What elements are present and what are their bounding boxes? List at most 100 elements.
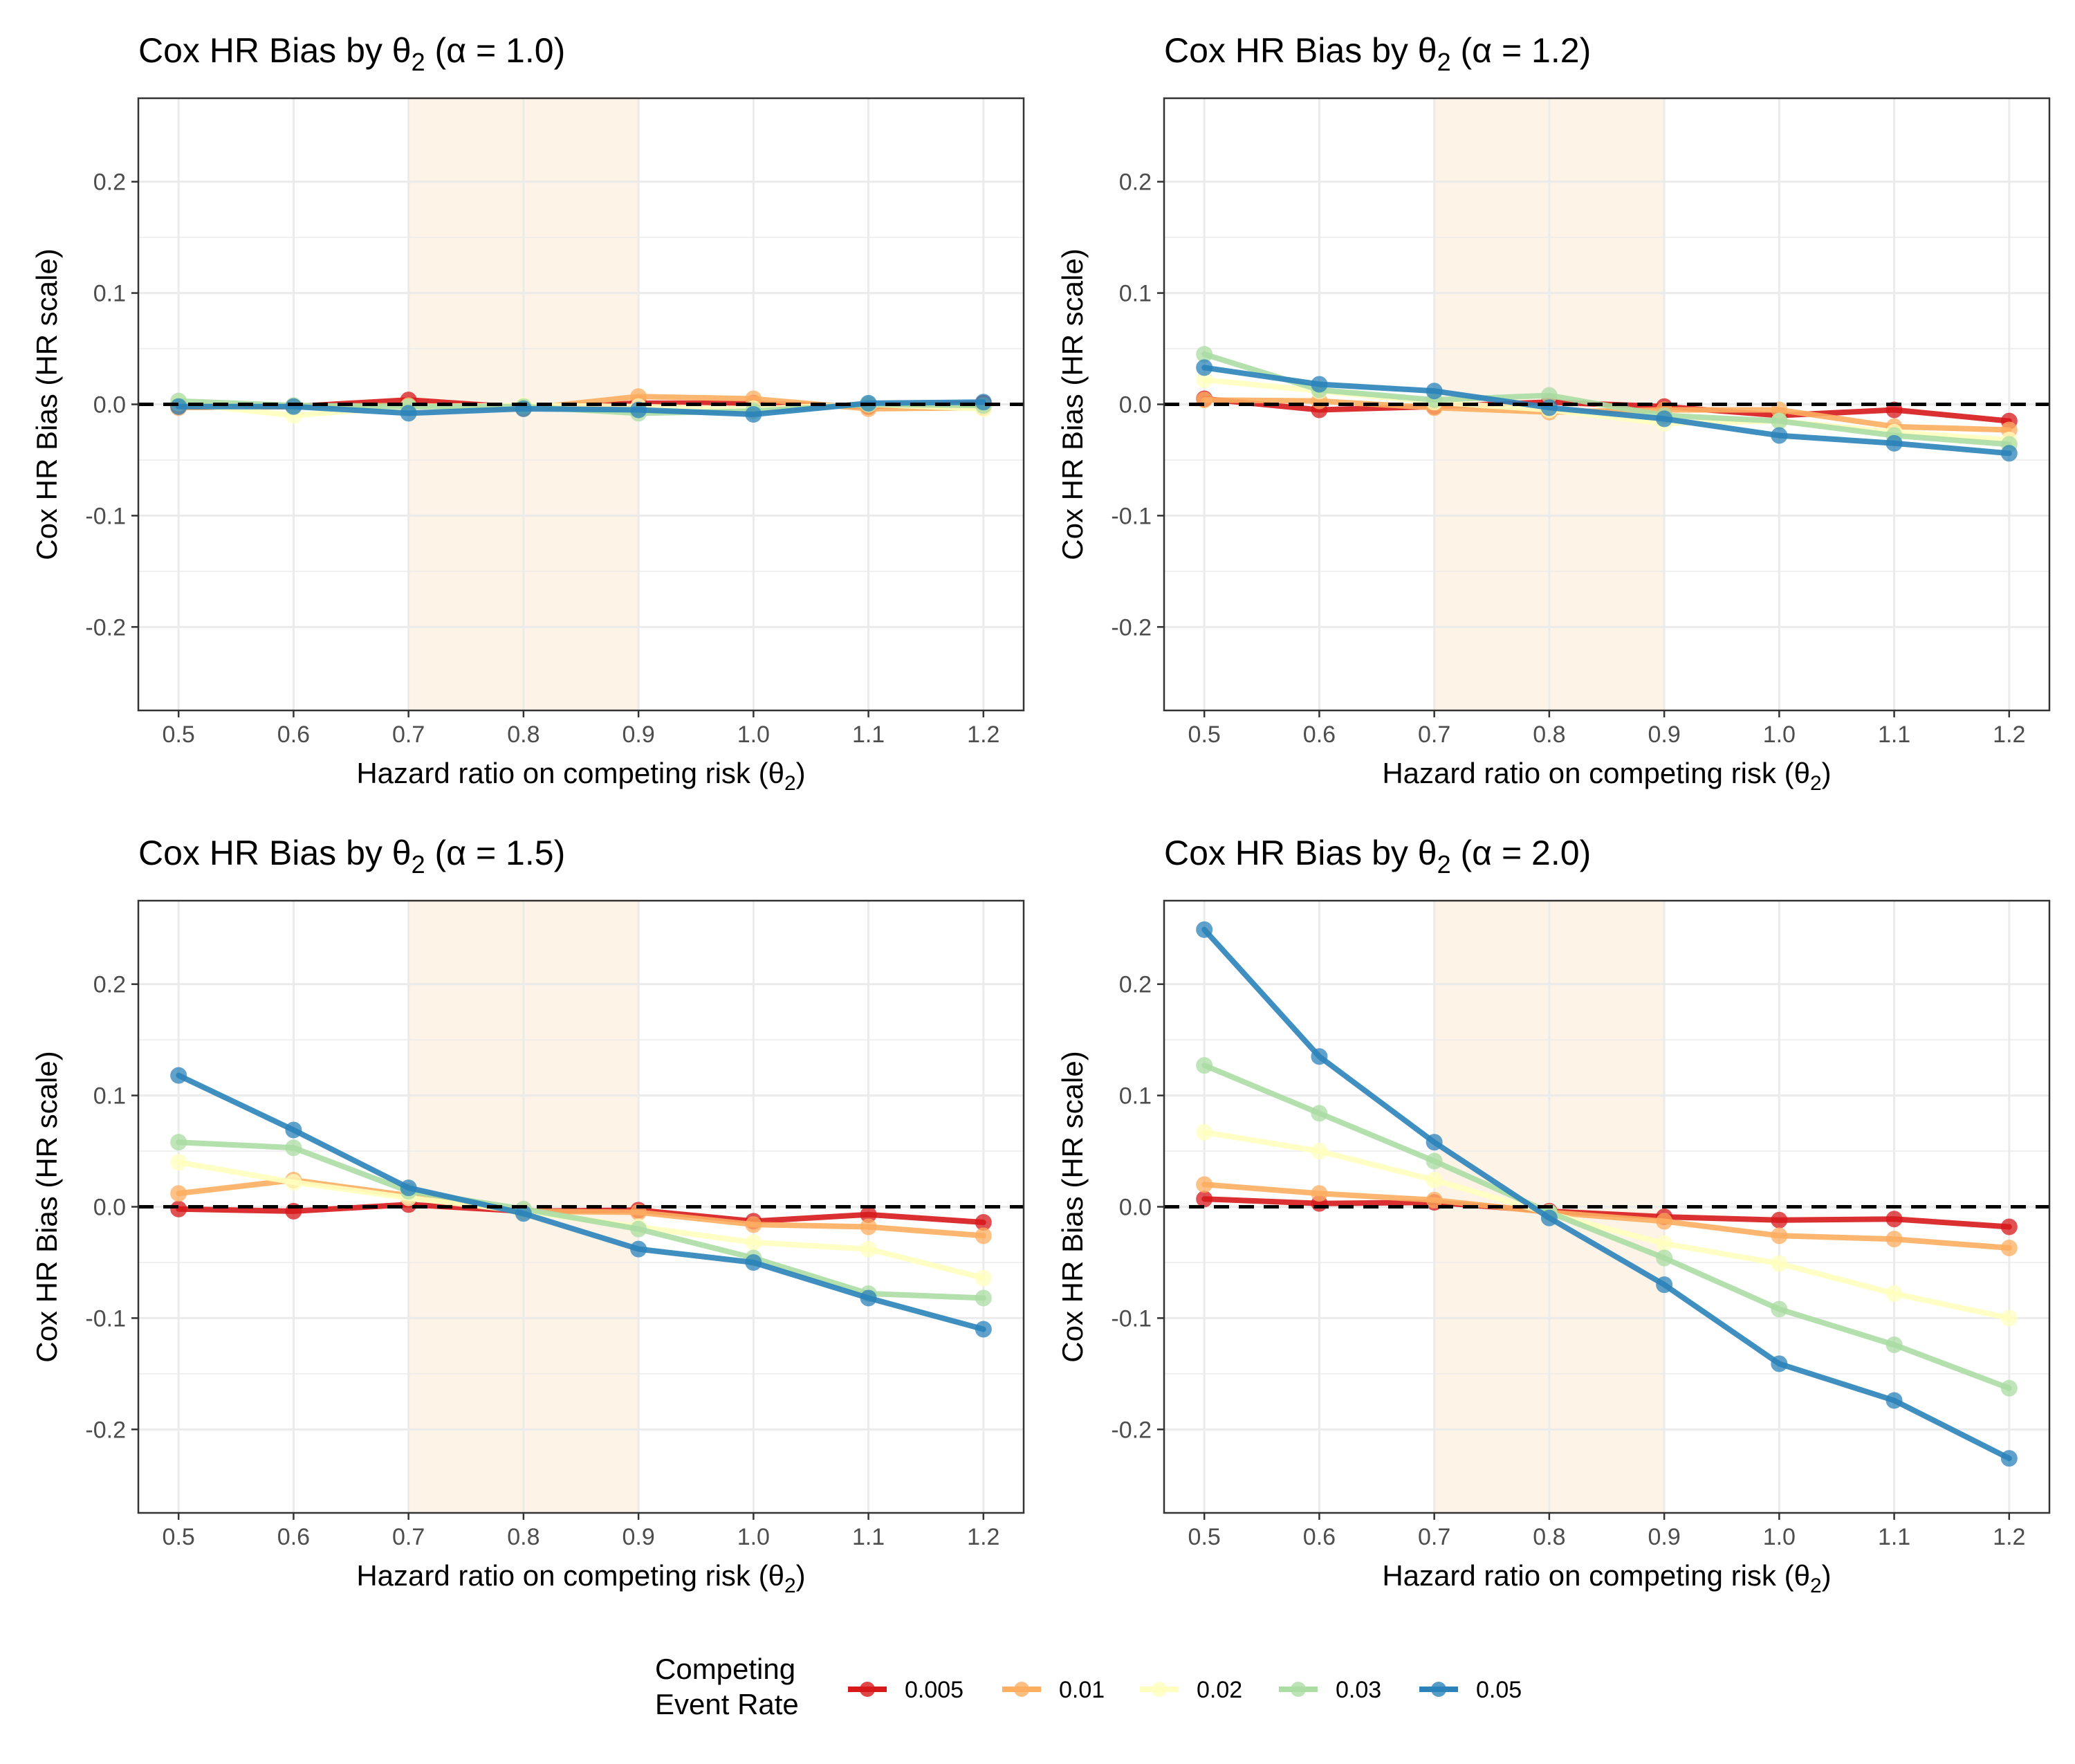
data-point — [1885, 401, 1903, 419]
data-point — [2000, 1450, 2018, 1467]
y-axis-label: Cox HR Bias (HR scale) — [30, 248, 63, 560]
x-tick-label: 0.9 — [1648, 1524, 1680, 1550]
y-tick-label: -0.1 — [85, 503, 126, 529]
x-tick-label: 0.7 — [392, 1524, 425, 1550]
data-point — [1656, 1276, 1673, 1294]
data-point — [285, 1139, 302, 1157]
data-point — [975, 394, 992, 411]
data-point — [1771, 427, 1788, 444]
data-point — [745, 1253, 762, 1271]
legend-label: 0.05 — [1476, 1677, 1522, 1703]
data-point — [1426, 1171, 1443, 1188]
data-point — [285, 1121, 302, 1139]
x-tick-label: 0.9 — [622, 722, 654, 748]
data-point — [1311, 1143, 1328, 1160]
data-point — [1196, 1057, 1213, 1074]
legend-key-point — [1014, 1682, 1029, 1697]
legend-key-point — [1291, 1682, 1306, 1697]
legend-item-0.005: 0.005 — [848, 1677, 963, 1703]
data-point — [400, 405, 417, 422]
x-tick-label: 0.7 — [392, 722, 425, 748]
data-point — [975, 1227, 992, 1244]
y-tick-label: 0.0 — [1119, 392, 1152, 419]
data-point — [2000, 1310, 2018, 1327]
x-axis-label: Hazard ratio on competing risk (θ2) — [1382, 1559, 1831, 1597]
x-tick-label: 0.5 — [1188, 722, 1221, 748]
legend-title-line1: Competing — [655, 1653, 795, 1685]
data-point — [1656, 1235, 1673, 1252]
data-point — [1540, 1209, 1558, 1226]
x-axis-label: Hazard ratio on competing risk (θ2) — [1382, 757, 1831, 795]
data-point — [1196, 1123, 1213, 1141]
series-0.05 — [1196, 921, 2018, 1467]
data-point — [1426, 1191, 1443, 1209]
y-axis-label: Cox HR Bias (HR scale) — [1056, 1051, 1089, 1362]
y-tick-label: 0.1 — [1119, 281, 1152, 307]
data-point — [170, 1154, 187, 1171]
data-point — [1196, 1191, 1213, 1208]
data-point — [1540, 399, 1558, 416]
x-tick-label: 0.5 — [163, 1524, 195, 1550]
data-point — [1771, 1355, 1788, 1372]
data-point — [1771, 1227, 1788, 1244]
y-tick-label: -0.2 — [85, 1417, 126, 1443]
legend-item-0.01: 0.01 — [1002, 1677, 1105, 1703]
x-tick-label: 0.5 — [1188, 1524, 1221, 1550]
data-point — [1885, 1231, 1903, 1248]
y-tick-label: 0.2 — [1119, 972, 1152, 998]
data-point — [1311, 376, 1328, 393]
y-tick-label: 0.1 — [93, 281, 126, 307]
series-line — [1201, 1129, 2012, 1321]
legend-item-0.03: 0.03 — [1279, 1677, 1381, 1703]
data-point — [170, 1067, 187, 1084]
data-point — [1771, 412, 1788, 430]
panel-4: 0.5 0.6 0.7 0.8 0.9 1.0 1.1 1.2 -0.2 -0.1 0.0 0.1 0.… — [1056, 834, 2051, 1597]
x-tick-label: 1.2 — [1993, 1524, 2025, 1550]
data-point — [860, 1289, 877, 1307]
data-point — [285, 1174, 302, 1191]
x-tick-label: 1.2 — [967, 1524, 999, 1550]
panel-title: Cox HR Bias by θ2 (α = 1.2) — [1164, 31, 1591, 76]
y-axis-label: Cox HR Bias (HR scale) — [30, 1051, 63, 1362]
data-point — [630, 1220, 647, 1238]
data-point — [1311, 1185, 1328, 1202]
data-point — [1885, 1392, 1903, 1409]
y-tick-label: 0.2 — [1119, 169, 1152, 196]
y-tick-label: -0.1 — [1111, 503, 1152, 529]
panel-3: 0.5 0.6 0.7 0.8 0.9 1.0 1.1 1.2 -0.2 -0.1 0.0 0.1 0.… — [30, 834, 1025, 1597]
legend-items: 0.005 0.01 0.02 0.03 0.05 — [848, 1677, 1522, 1703]
series-0.05 — [170, 1067, 992, 1338]
data-point — [1771, 1301, 1788, 1318]
data-point — [975, 1321, 992, 1338]
data-point — [975, 1289, 992, 1307]
data-point — [170, 1134, 187, 1151]
y-tick-label: 0.0 — [1119, 1195, 1152, 1221]
data-point — [1196, 1176, 1213, 1193]
data-point — [1771, 1255, 1788, 1272]
data-point — [2000, 1240, 2018, 1257]
data-point — [630, 1240, 647, 1258]
x-tick-label: 0.6 — [1303, 1524, 1336, 1550]
data-point — [975, 1269, 992, 1287]
x-tick-label: 0.6 — [277, 722, 310, 748]
data-point — [1885, 434, 1903, 452]
x-tick-label: 0.8 — [1533, 1524, 1565, 1550]
data-point — [745, 405, 762, 423]
panel-title: Cox HR Bias by θ2 (α = 1.0) — [138, 31, 565, 76]
data-point — [170, 398, 187, 415]
data-point — [860, 1218, 877, 1235]
x-tick-label: 0.6 — [277, 1524, 310, 1550]
data-point — [1311, 1105, 1328, 1122]
data-point — [1426, 383, 1443, 400]
x-tick-label: 0.9 — [622, 1524, 654, 1550]
data-point — [400, 1179, 417, 1197]
data-point — [1311, 1048, 1328, 1065]
x-tick-label: 1.1 — [852, 722, 885, 748]
x-tick-label: 0.7 — [1418, 722, 1450, 748]
y-tick-label: 0.2 — [93, 169, 126, 196]
legend-key-point — [1152, 1682, 1167, 1697]
data-point — [1196, 359, 1213, 376]
legend-label: 0.01 — [1059, 1677, 1105, 1703]
data-point — [630, 401, 647, 419]
panel-title: Cox HR Bias by θ2 (α = 1.5) — [138, 834, 565, 879]
